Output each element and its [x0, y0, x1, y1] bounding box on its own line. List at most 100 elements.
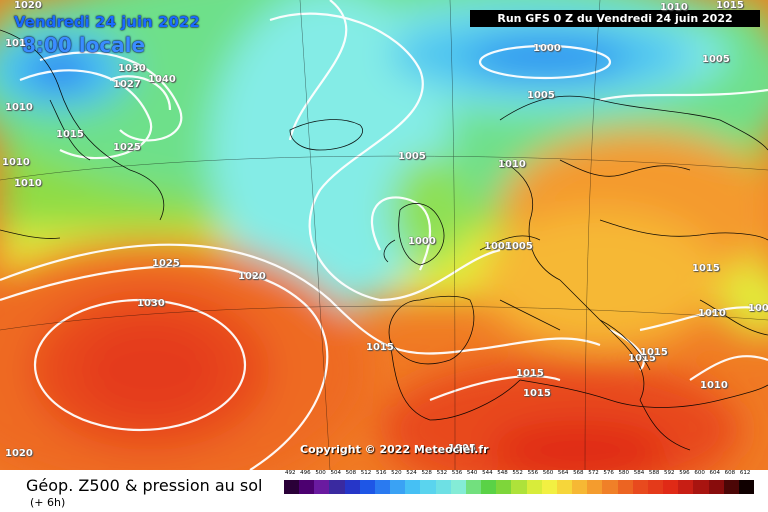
- geopotential-field: [0, 0, 768, 470]
- scale-tick-label: 524: [406, 470, 417, 476]
- pressure-label: 1025: [152, 258, 180, 269]
- scale-tick-label: 564: [557, 470, 569, 476]
- scale-swatch: [602, 480, 619, 494]
- scale-swatch: [693, 480, 709, 494]
- scale-tick-label: 588: [648, 470, 660, 476]
- pressure-label: 1015: [56, 129, 84, 140]
- scale-swatch: [708, 480, 725, 494]
- weather-map: Vendredi 24 juin 2022 8:00 locale Run GF…: [0, 0, 768, 470]
- scale-swatch: [723, 480, 740, 494]
- pressure-label: 1000: [408, 236, 436, 247]
- pressure-label: 1020: [5, 448, 33, 459]
- scale-tick-label: 500: [315, 470, 326, 476]
- pressure-label: 1010: [660, 2, 688, 13]
- scale-tick-label: 600: [694, 470, 705, 476]
- scale-tick-label: 528: [421, 470, 432, 476]
- scale-tick-label: 596: [679, 470, 690, 476]
- scale-tick-label: 552: [512, 470, 523, 476]
- pressure-label: 1025: [113, 142, 141, 153]
- coastlines: [0, 29, 768, 451]
- pressure-label: 1015: [628, 353, 656, 364]
- pressure-label: 1015: [523, 388, 551, 399]
- pressure-label: 1005: [484, 241, 512, 252]
- pressure-label: 1005: [527, 90, 555, 101]
- pressure-label: 101: [5, 38, 26, 49]
- legend-title: Géop. Z500 & pression au sol: [26, 476, 263, 495]
- pressure-label: 1005: [748, 303, 768, 314]
- scale-tick-label: 560: [542, 470, 554, 476]
- pressure-label: 1010: [14, 178, 42, 189]
- scale-swatch: [663, 480, 679, 494]
- scale-swatch: [465, 480, 482, 494]
- scale-tick-label: 572: [588, 470, 599, 476]
- scale-swatch: [678, 480, 694, 494]
- pressure-label: 1005: [702, 54, 730, 65]
- scale-tick-label: 608: [724, 470, 736, 476]
- scale-tick-label: 612: [739, 470, 751, 476]
- scale-tick-label: 544: [482, 470, 493, 476]
- scale-tick-label: 580: [618, 470, 630, 476]
- scale-tick-label: 504: [330, 470, 341, 476]
- pressure-label: 1020: [238, 271, 266, 282]
- pressure-label: 1005: [398, 151, 426, 162]
- pressure-label: 1015: [716, 0, 744, 11]
- scale-tick-label: 604: [709, 470, 721, 476]
- forecast-time: 8:00 locale: [22, 33, 146, 57]
- pressure-label: 1040: [148, 74, 176, 85]
- scale-swatch: [329, 480, 346, 494]
- scale-tick-label: 512: [360, 470, 372, 476]
- scale-swatch: [450, 480, 467, 494]
- scale-swatch: [420, 480, 437, 494]
- scale-swatch: [344, 480, 361, 494]
- scale-swatch: [511, 480, 528, 494]
- pressure-label: 1015: [516, 368, 544, 379]
- scale-tick-label: 540: [466, 470, 478, 476]
- scale-swatch: [617, 480, 634, 494]
- scale-swatch: [314, 480, 330, 494]
- legend-subtitle: (+ 6h): [30, 496, 66, 509]
- scale-swatch: [374, 480, 391, 494]
- scale-swatch: [572, 480, 588, 494]
- scale-swatch: [359, 480, 376, 494]
- scale-tick-label: 516: [375, 470, 387, 476]
- scale-swatch: [738, 480, 755, 494]
- pressure-label: 1010: [700, 380, 728, 391]
- pressure-label: 1005: [505, 241, 533, 252]
- copyright-text: Copyright © 2022 Meteociel.fr: [300, 443, 489, 456]
- scale-tick-label: 548: [497, 470, 508, 476]
- pressure-label: 1015: [692, 263, 720, 274]
- run-banner: Run GFS 0 Z du Vendredi 24 juin 2022: [470, 10, 760, 27]
- scale-tick-label: 568: [573, 470, 584, 476]
- pressure-label: 1027: [113, 79, 141, 90]
- scale-tick-label: 556: [527, 470, 539, 476]
- pressure-label: 1010: [698, 308, 726, 319]
- scale-swatch: [587, 480, 603, 494]
- scale-tick-label: 496: [300, 470, 311, 476]
- scale-swatch: [435, 480, 452, 494]
- pressure-label: 1010: [5, 102, 33, 113]
- scale-tick-label: 520: [391, 470, 402, 476]
- pressure-label: 1000: [533, 43, 561, 54]
- legend-footer: Géop. Z500 & pression au sol (+ 6h) 492 4…: [0, 470, 768, 512]
- pressure-label: 1015: [640, 347, 668, 358]
- scale-swatch: [632, 480, 649, 494]
- scale-swatch: [481, 480, 497, 494]
- scale-swatch: [496, 480, 512, 494]
- color-scale-bar: [284, 480, 755, 494]
- scale-tick-label: 532: [436, 470, 448, 476]
- scale-tick-label: 592: [664, 470, 675, 476]
- scale-swatch: [556, 480, 573, 494]
- pressure-label: 1030: [137, 298, 165, 309]
- scale-tick-label: 576: [603, 470, 614, 476]
- scale-swatch: [405, 480, 421, 494]
- scale-swatch: [541, 480, 558, 494]
- forecast-date: Vendredi 24 juin 2022: [14, 13, 200, 31]
- pressure-label: 1015: [366, 342, 394, 353]
- scale-swatch: [647, 480, 664, 494]
- scale-swatch: [284, 480, 300, 494]
- pressure-label: 1020: [14, 0, 42, 11]
- scale-swatch: [526, 480, 543, 494]
- color-scale-labels: 492 496 500 504 508 512 516 520 524 528 532 536 540 5…: [284, 470, 754, 479]
- scale-tick-label: 492: [285, 470, 296, 476]
- scale-tick-label: 584: [633, 470, 645, 476]
